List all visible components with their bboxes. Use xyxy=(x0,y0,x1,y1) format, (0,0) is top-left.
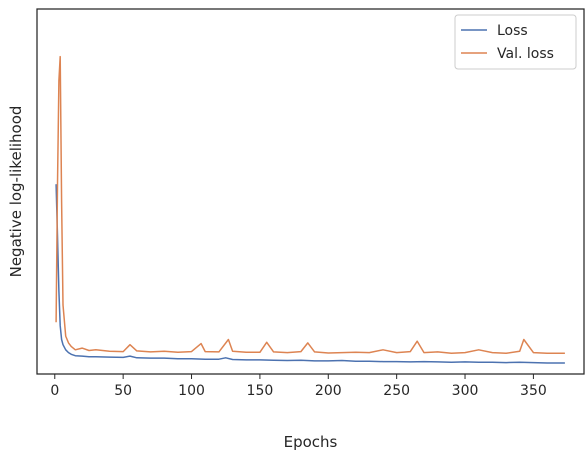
plot-frame xyxy=(36,8,585,375)
legend-box xyxy=(454,14,577,70)
x-tick-label: 0 xyxy=(50,383,59,399)
x-tick-label: 300 xyxy=(452,383,479,399)
x-tick-label: 150 xyxy=(247,383,274,399)
legend: Loss Val. loss xyxy=(454,14,577,70)
x-tick-label: 100 xyxy=(178,383,205,399)
legend-label-1: Val. loss xyxy=(497,46,554,62)
x-tick-label: 350 xyxy=(520,383,547,399)
x-axis-ticks: 0 50 100 150 200 250 300 350 xyxy=(50,374,547,399)
x-tick-label: 250 xyxy=(383,383,410,399)
x-tick-label: 50 xyxy=(114,383,132,399)
x-axis-label: Epochs xyxy=(284,433,338,451)
series-line-0 xyxy=(55,184,565,364)
legend-label-0: Loss xyxy=(497,23,528,39)
y-axis-label: Negative log-likelihood xyxy=(7,106,25,278)
series-line-1 xyxy=(55,55,565,355)
x-tick-label: 200 xyxy=(315,383,342,399)
series-layer xyxy=(55,55,565,364)
